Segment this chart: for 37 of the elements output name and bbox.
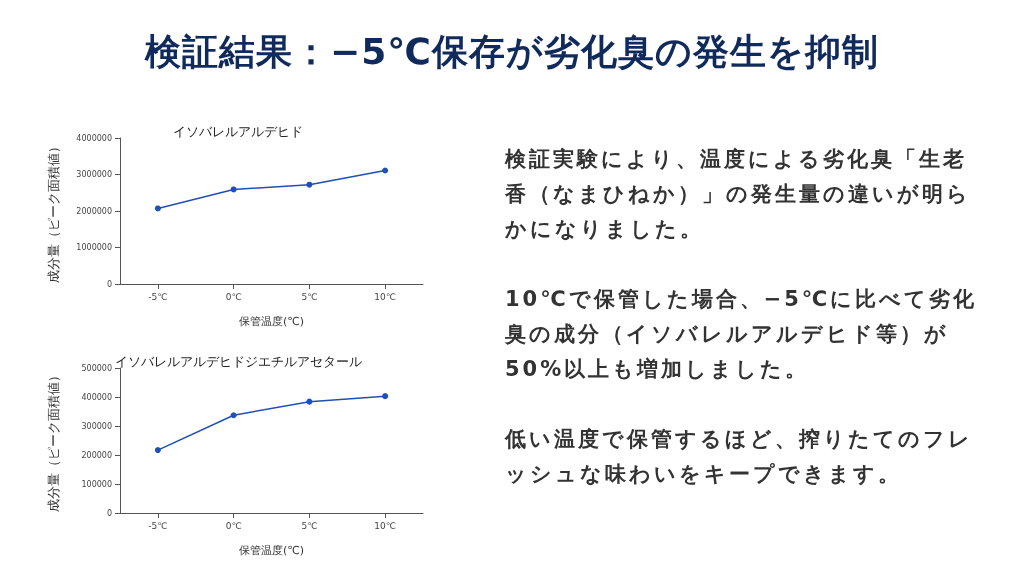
y-tick-label: 4000000	[76, 133, 112, 143]
point	[382, 393, 389, 400]
text: 10℃で保管した場合、−5℃に比べて劣化臭の成分（イソバレルアルデヒド等）が50%以上も増加しました。	[505, 286, 979, 383]
point	[306, 181, 313, 188]
y-axis-title: 成分量（ピーク面積値）	[46, 139, 61, 283]
x-axis-title: 保管温度(℃)	[239, 315, 304, 328]
y-tick-label: 500000	[81, 363, 112, 373]
point	[382, 167, 389, 174]
y-axis-title: 成分量（ピーク面積値）	[46, 369, 61, 512]
x-tick-label: 10℃	[374, 291, 396, 302]
text: 検証実験により、温度による劣化臭「生老香（なまひねか）」の発生量の違いが明らかになりました。	[505, 146, 972, 243]
y-tick-label: 300000	[81, 421, 112, 431]
x-tick-label: -5℃	[148, 520, 168, 531]
x-tick-label: 10℃	[374, 520, 396, 531]
y-tick-label: 2000000	[76, 206, 112, 216]
x-tick-label: 0℃	[225, 291, 242, 302]
x-tick-label: 5℃	[301, 520, 318, 531]
y-tick-label: 0	[106, 279, 112, 289]
text: 低い温度で保管するほど、搾りたてのフレッシュな味わいをキープできます。	[505, 426, 974, 488]
x-axis-title: 保管温度(℃)	[239, 544, 304, 557]
text: 検証結果：−5℃保存が劣化臭の発生を抑制	[143, 30, 880, 74]
x-tick-label: 0℃	[225, 520, 242, 531]
y-tick-label: 200000	[81, 450, 112, 460]
y-tick-label: 100000	[81, 479, 112, 489]
point	[154, 205, 161, 212]
y-tick-label: 1000000	[76, 243, 112, 252]
x-tick-label: -5℃	[148, 291, 168, 302]
point	[154, 447, 161, 454]
chart-title: イソバレルアルデヒド	[173, 124, 303, 139]
chart-title: イソバレルアルデヒドジエチルアセタール	[114, 354, 362, 369]
y-tick-label: 3000000	[76, 170, 112, 179]
point	[230, 186, 237, 193]
y-tick-label: 0	[106, 508, 112, 518]
x-tick-label: 5℃	[301, 291, 318, 302]
y-tick-label: 400000	[81, 392, 112, 402]
point	[306, 398, 313, 405]
point	[230, 412, 237, 419]
